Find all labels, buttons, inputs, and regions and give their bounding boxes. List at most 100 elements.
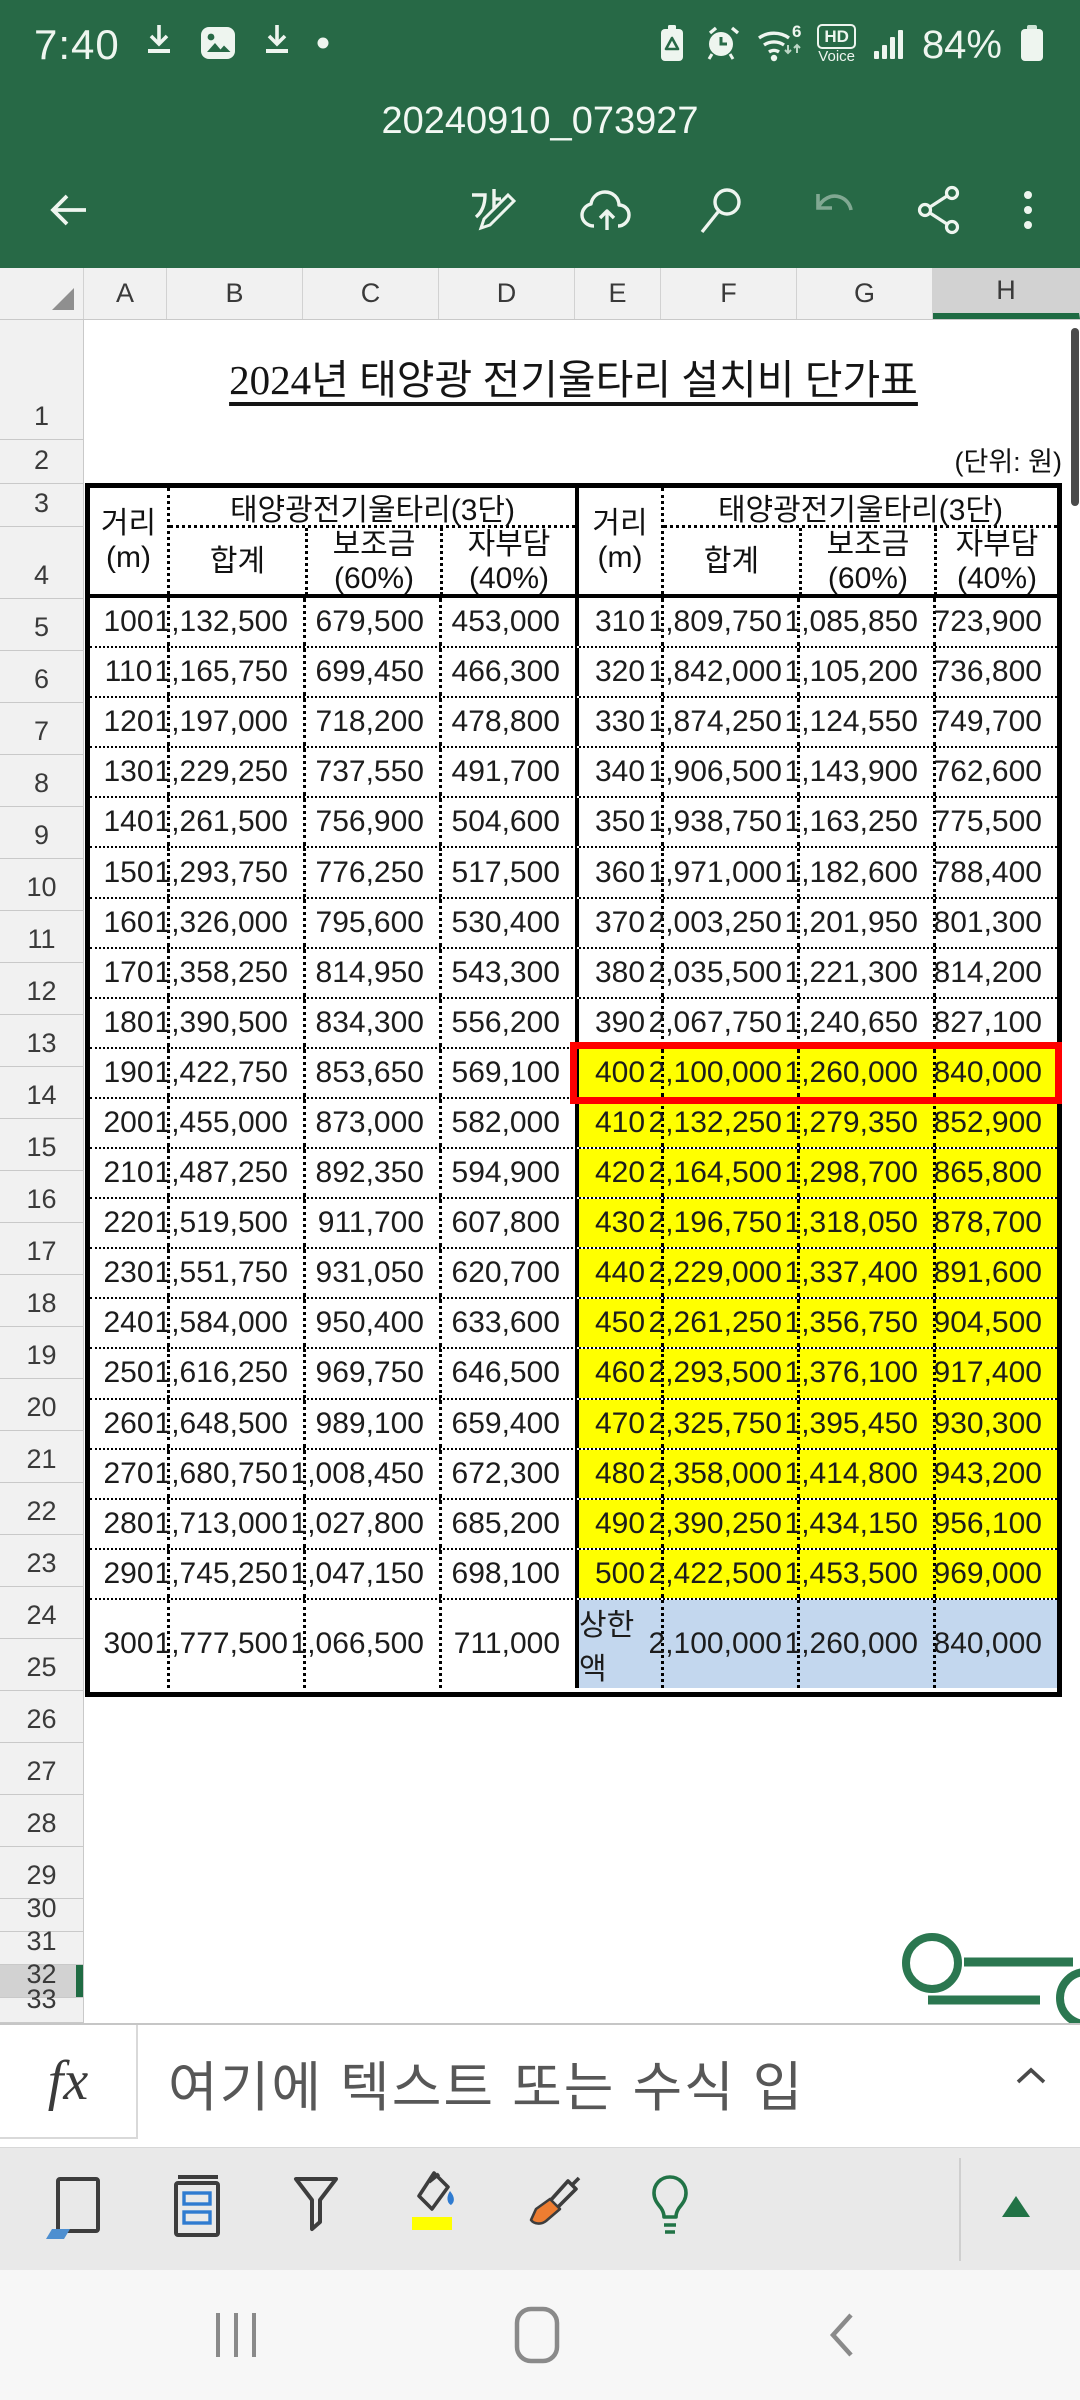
cell[interactable]: 775,500 (933, 798, 1057, 847)
cell[interactable]: 1,047,150 (291, 1549, 439, 1598)
row-header-3[interactable]: 3 (0, 484, 83, 527)
cell[interactable]: 756,900 (303, 798, 439, 847)
cell[interactable]: 749,700 (933, 698, 1057, 747)
cell[interactable]: 440 (575, 1249, 661, 1298)
back-arrow-icon[interactable] (42, 183, 96, 237)
cell[interactable]: 1,455,000 (155, 1098, 303, 1148)
cell[interactable]: 478,800 (439, 698, 575, 747)
cell[interactable]: 646,500 (439, 1349, 575, 1398)
cell[interactable]: 453,000 (439, 598, 575, 647)
cell[interactable]: 140 (103, 805, 154, 839)
row-header-17[interactable]: 17 (0, 1223, 83, 1275)
column-header-D[interactable]: D (439, 268, 575, 319)
cell[interactable]: 1,938,750 (649, 798, 797, 847)
column-header-G[interactable]: G (797, 268, 933, 319)
cell[interactable]: 814,200 (933, 948, 1057, 997)
cell[interactable]: 1,085,850 (785, 598, 933, 647)
row-header-13[interactable]: 13 (0, 1015, 83, 1067)
cell[interactable]: 2,229,000 (649, 1249, 797, 1298)
cell[interactable]: 801,300 (933, 898, 1057, 947)
cell[interactable]: 2,035,500 (649, 948, 797, 997)
cell[interactable]: 1,229,250 (155, 748, 303, 797)
cell[interactable]: 2,293,500 (649, 1349, 797, 1398)
cell[interactable]: 2,100,000 (649, 1599, 797, 1688)
row-header-33[interactable]: 33 (0, 1984, 83, 2023)
row-header-28[interactable]: 28 (0, 1795, 83, 1847)
header-group-right[interactable]: 태양광전기울타리(3단) 합계 보조금 (60%) 자부담 (40%) (661, 488, 1057, 596)
cell[interactable]: 1,143,900 (785, 748, 933, 797)
cell[interactable]: 840,000 (933, 1048, 1057, 1097)
cell[interactable]: 상한액 (575, 1599, 661, 1688)
row-header-4[interactable]: 4 (0, 527, 83, 599)
row-header-20[interactable]: 20 (0, 1379, 83, 1431)
row-header-11[interactable]: 11 (0, 911, 83, 963)
cell[interactable]: 1,337,400 (785, 1249, 933, 1298)
cell[interactable]: 230 (103, 1256, 154, 1290)
cell[interactable]: 1,842,000 (649, 648, 797, 697)
cell[interactable]: 491,700 (439, 748, 575, 797)
cell[interactable]: 1,422,750 (155, 1048, 303, 1097)
row-header-25[interactable]: 25 (0, 1639, 83, 1691)
header-distance-right[interactable]: 거리 (m) (575, 488, 661, 594)
cell[interactable]: 1,358,250 (155, 948, 303, 997)
cell[interactable]: 853,650 (303, 1048, 439, 1097)
cell[interactable]: 1,221,300 (785, 948, 933, 997)
filter-icon[interactable] (284, 2171, 348, 2248)
cell[interactable]: 420 (575, 1149, 661, 1198)
cell[interactable]: 504,600 (439, 798, 575, 847)
sheet-grid[interactable]: 1 2 3 4 5 6 7 8 9 10 11 12 13 14 15 16 17 18 19 20 21 22 23 24 2… (0, 320, 1080, 2023)
cell[interactable]: 1,906,500 (649, 748, 797, 797)
cell[interactable]: 699,450 (303, 648, 439, 697)
cell[interactable]: 989,100 (303, 1399, 439, 1448)
cell[interactable]: 776,250 (303, 848, 439, 897)
row-header-27[interactable]: 27 (0, 1743, 83, 1795)
cell[interactable]: 310 (575, 598, 661, 647)
cell[interactable]: 100 (103, 605, 154, 639)
fill-color-icon[interactable] (404, 2169, 468, 2250)
row-header-21[interactable]: 21 (0, 1431, 83, 1483)
ideas-bulb-icon[interactable] (644, 2171, 696, 2248)
cell[interactable]: 380 (575, 948, 661, 997)
cell[interactable]: 969,000 (933, 1549, 1057, 1598)
home-icon[interactable] (477, 2270, 597, 2400)
cell[interactable]: 250 (103, 1356, 154, 1390)
cell[interactable]: 320 (575, 648, 661, 697)
cell[interactable]: 1,027,800 (291, 1499, 439, 1548)
cell[interactable]: 582,000 (439, 1098, 575, 1148)
cell[interactable]: 950,400 (303, 1299, 439, 1348)
cell[interactable]: 160 (103, 905, 154, 939)
cell[interactable]: 410 (575, 1098, 661, 1148)
cell[interactable]: 594,900 (439, 1149, 575, 1198)
sheet-view-icon[interactable] (44, 2171, 108, 2248)
row-header-6[interactable]: 6 (0, 651, 83, 703)
cell[interactable]: 270 (103, 1456, 154, 1490)
cell[interactable]: 659,400 (439, 1399, 575, 1448)
column-header-A[interactable]: A (84, 268, 167, 319)
cell[interactable]: 2,196,750 (649, 1199, 797, 1248)
cell[interactable]: 723,900 (933, 598, 1057, 647)
cell[interactable]: 2,132,250 (649, 1098, 797, 1148)
cell[interactable]: 1,201,950 (785, 898, 933, 947)
formula-input[interactable]: 여기에 텍스트 또는 수식 입 (168, 2057, 805, 2118)
cell[interactable]: 190 (103, 1055, 154, 1089)
cell[interactable]: 300 (103, 1626, 154, 1660)
cell[interactable]: 490 (575, 1499, 661, 1548)
cell[interactable]: 556,200 (439, 998, 575, 1047)
cell[interactable]: 480 (575, 1449, 661, 1498)
cell[interactable]: 1,240,650 (785, 998, 933, 1047)
cell[interactable]: 891,600 (933, 1249, 1057, 1298)
cell[interactable]: 873,000 (303, 1098, 439, 1148)
cell[interactable]: 1,182,600 (785, 848, 933, 897)
cell[interactable]: 1,132,500 (155, 598, 303, 647)
cell[interactable]: 2,100,000 (649, 1048, 797, 1097)
cell[interactable]: 500 (575, 1549, 661, 1598)
cell[interactable]: 170 (103, 955, 154, 989)
row-header-12[interactable]: 12 (0, 963, 83, 1015)
column-header-C[interactable]: C (303, 268, 439, 319)
row-header-15[interactable]: 15 (0, 1119, 83, 1171)
cell[interactable]: 200 (103, 1105, 154, 1139)
cell[interactable]: 240 (103, 1306, 154, 1340)
row-header-19[interactable]: 19 (0, 1327, 83, 1379)
cell[interactable]: 956,100 (933, 1499, 1057, 1548)
cell[interactable]: 1,487,250 (155, 1149, 303, 1198)
